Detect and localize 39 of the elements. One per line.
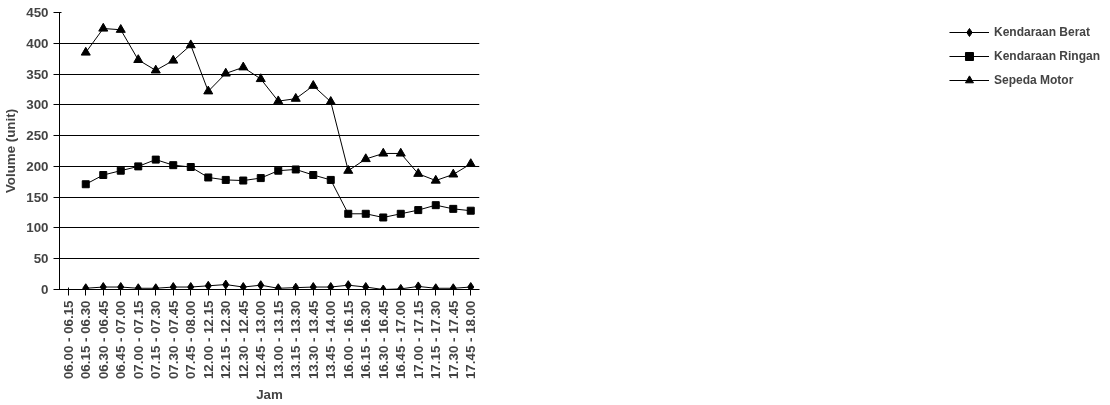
x-tick-label: 13.15 - 13.30 [288, 300, 304, 380]
x-tick-label: 12.45 - 13.00 [253, 300, 269, 380]
legend-label: Kendaraan Berat [993, 25, 1091, 39]
legend-label: Sepeda Motor [993, 73, 1074, 87]
x-tick-label: 06.15 - 06.30 [78, 300, 94, 380]
y-tick-label: 300 [26, 97, 49, 113]
x-tick-label: 13.45 - 14.00 [323, 300, 339, 380]
x-tick-label: 06.00 - 06.15 [60, 299, 76, 380]
x-tick-label: 17.00 - 17.15 [410, 299, 426, 380]
x-tick-label: 16.00 - 16.15 [340, 299, 356, 380]
x-tick-label: 17.30 - 17.45 [445, 299, 461, 380]
x-tick-label: 07.00 - 07.15 [130, 299, 146, 380]
x-tick-label: 06.45 - 07.00 [113, 300, 129, 380]
y-tick-label: 250 [26, 128, 49, 144]
y-tick-label: 150 [26, 189, 49, 205]
x-tick-label: 13.30 - 13.45 [305, 299, 321, 380]
x-tick-label: 17.45 - 18.00 [463, 300, 479, 380]
y-tick-label: 50 [33, 251, 49, 267]
x-tick-label: 13.00 - 13.15 [270, 299, 286, 380]
x-tick-label: 12.15 - 12.30 [218, 300, 234, 380]
y-tick-label: 400 [26, 35, 49, 51]
x-tick-label: 16.30 - 16.45 [375, 299, 391, 380]
x-tick-label: 07.30 - 07.45 [165, 299, 181, 380]
legend-label: Kendaraan Ringan [993, 49, 1100, 63]
y-tick-label: 200 [26, 158, 49, 174]
x-tick-label: 06.30 - 06.45 [95, 299, 111, 380]
y-tick-label: 350 [26, 66, 49, 82]
y-axis-title: Volume (unit) [3, 108, 19, 194]
x-axis-title: Jam [256, 387, 283, 403]
y-tick-label: 0 [41, 282, 49, 297]
y-tick-label: 450 [26, 5, 49, 20]
x-tick-label: 12.30 - 12.45 [235, 299, 251, 380]
x-tick-label: 16.45 - 17.00 [393, 300, 409, 380]
x-tick-label: 07.15 - 07.30 [148, 300, 164, 380]
x-tick-label: 16.15 - 16.30 [358, 300, 374, 380]
x-tick-label: 17.15 - 17.30 [428, 300, 444, 380]
x-tick-label: 07.45 - 08.00 [183, 300, 199, 380]
y-tick-label: 100 [26, 220, 49, 236]
x-tick-label: 12.00 - 12.15 [200, 299, 216, 380]
